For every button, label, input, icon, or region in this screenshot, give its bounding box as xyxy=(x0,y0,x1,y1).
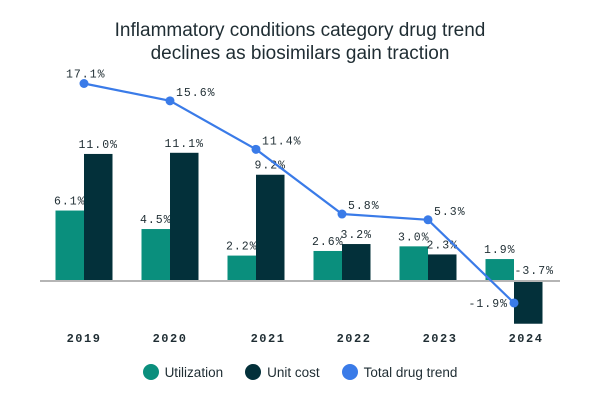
total-drug-trend-point xyxy=(79,78,89,88)
bar-utilization xyxy=(141,229,170,281)
bar-label-utilization: 2.6% xyxy=(312,236,344,249)
total-drug-trend-line xyxy=(83,82,515,304)
legend-label-total-drug-trend: Total drug trend xyxy=(363,364,458,380)
legend-label-unit-cost: Unit cost xyxy=(267,364,320,380)
bar-label-unit-cost: 2.3% xyxy=(426,239,458,252)
legend-item-total-drug-trend: Total drug trend xyxy=(341,364,458,380)
total-drug-trend-point xyxy=(509,298,519,308)
line-label-total-drug-trend: 11.4% xyxy=(262,135,302,148)
chart-title-line1: Inflammatory conditions category drug tr… xyxy=(114,20,486,41)
bar-label-unit-cost: -3.7% xyxy=(514,265,554,278)
bar-unit-cost xyxy=(84,153,113,281)
bar-label-utilization: 2.2% xyxy=(226,241,258,254)
total-drug-trend-point xyxy=(165,96,175,106)
x-tick-label: 2019 xyxy=(67,332,102,346)
bar-label-utilization: 4.5% xyxy=(140,214,172,227)
x-tick-label: 2020 xyxy=(153,332,188,346)
line-label-total-drug-trend: 15.6% xyxy=(176,87,216,100)
legend-swatch-total-drug-trend xyxy=(341,364,358,380)
legend-swatch-utilization xyxy=(142,364,159,380)
x-tick-label: 2023 xyxy=(423,332,458,346)
bar-utilization xyxy=(227,255,256,281)
legend-item-utilization: Utilization xyxy=(142,364,224,380)
bar-label-utilization: 3.0% xyxy=(398,231,430,244)
total-drug-trend-point xyxy=(251,144,261,154)
line-label-total-drug-trend: 17.1% xyxy=(66,68,106,81)
bar-utilization xyxy=(399,246,428,281)
bar-label-unit-cost: 3.2% xyxy=(340,229,372,242)
bar-label-utilization: 1.9% xyxy=(484,244,516,257)
bar-unit-cost xyxy=(170,152,199,281)
bar-unit-cost xyxy=(342,244,371,281)
total-drug-trend-point xyxy=(337,209,347,219)
bar-unit-cost xyxy=(256,174,285,281)
line-label-total-drug-trend: -1.9% xyxy=(468,298,508,311)
x-tick-label: 2024 xyxy=(509,332,544,346)
legend-swatch-unit-cost xyxy=(245,364,262,380)
bar-utilization xyxy=(55,210,84,281)
bar-utilization xyxy=(485,259,514,281)
bar-unit-cost xyxy=(514,281,543,324)
total-drug-trend-point xyxy=(423,215,433,225)
line-label-total-drug-trend: 5.3% xyxy=(434,206,466,219)
x-tick-label: 2022 xyxy=(337,332,372,346)
chart-title-line2: declines as biosimilars gain traction xyxy=(150,43,450,64)
legend-label-utilization: Utilization xyxy=(164,364,224,380)
bar-label-unit-cost: 11.1% xyxy=(164,138,204,151)
x-tick-label: 2021 xyxy=(251,332,286,346)
bar-label-unit-cost: 9.2% xyxy=(254,160,286,173)
legend: Utilization Unit cost Total drug trend xyxy=(0,364,600,380)
legend-item-unit-cost: Unit cost xyxy=(245,364,320,380)
bar-label-utilization: 6.1% xyxy=(54,196,86,209)
bar-utilization xyxy=(313,250,342,281)
line-label-total-drug-trend: 5.8% xyxy=(348,200,380,213)
bar-unit-cost xyxy=(428,254,457,281)
bar-label-unit-cost: 11.0% xyxy=(78,139,118,152)
